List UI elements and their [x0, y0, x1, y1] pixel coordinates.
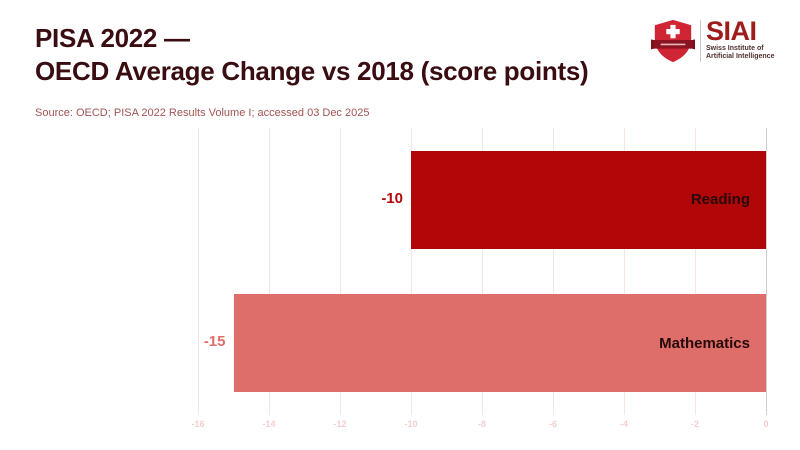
logo-divider: [700, 20, 701, 62]
x-tick-label--12: -12: [333, 419, 347, 429]
x-tick-label--2: -2: [690, 419, 699, 429]
logo-wordmark: SIAI: [706, 16, 757, 46]
gridline--8: [482, 128, 483, 415]
gridline--4: [624, 128, 625, 415]
logo-subtitle-line1: Swiss Institute of: [706, 45, 764, 52]
x-tick-label--14: -14: [262, 419, 276, 429]
x-tick-label--16: -16: [191, 419, 205, 429]
bar-category-label-reading: Reading: [690, 191, 750, 209]
x-tick-label--6: -6: [548, 419, 557, 429]
logo-text: SIAI Swiss Institute of Artificial Intel…: [706, 17, 774, 61]
gridline--12: [340, 128, 341, 415]
gridline--10: [411, 128, 412, 415]
gridline-0: [766, 128, 767, 415]
gridline--6: [553, 128, 554, 415]
gridline--16: [198, 128, 199, 415]
bar-mathematics: Mathematics: [233, 294, 766, 393]
siai-logo: SIAI Swiss Institute of Artificial Intel…: [650, 16, 780, 64]
logo-subtitle-line2: Artificial Intelligence: [706, 53, 775, 60]
gridline--2: [695, 128, 696, 415]
chart-title: PISA 2022 — OECD Average Change vs 2018 …: [35, 22, 589, 88]
gridline--14: [269, 128, 270, 415]
swiss-shield-icon: [650, 19, 696, 63]
bar-value-label-reading: -10: [381, 189, 403, 207]
x-tick-label-0: 0: [763, 419, 769, 429]
x-tick-label--4: -4: [619, 419, 628, 429]
source-note: Source: OECD; PISA 2022 Results Volume I…: [35, 107, 370, 119]
bar-reading: Reading: [411, 150, 766, 249]
chart-title-line1: PISA 2022 —: [35, 23, 190, 53]
bar-value-label-mathematics: -15: [203, 333, 226, 351]
x-tick-label--8: -8: [477, 419, 486, 429]
chart-title-line2: OECD Average Change vs 2018 (score point…: [35, 56, 589, 86]
x-tick-label--10: -10: [404, 419, 418, 429]
bar-category-label-mathematics: Mathematics: [659, 334, 750, 352]
